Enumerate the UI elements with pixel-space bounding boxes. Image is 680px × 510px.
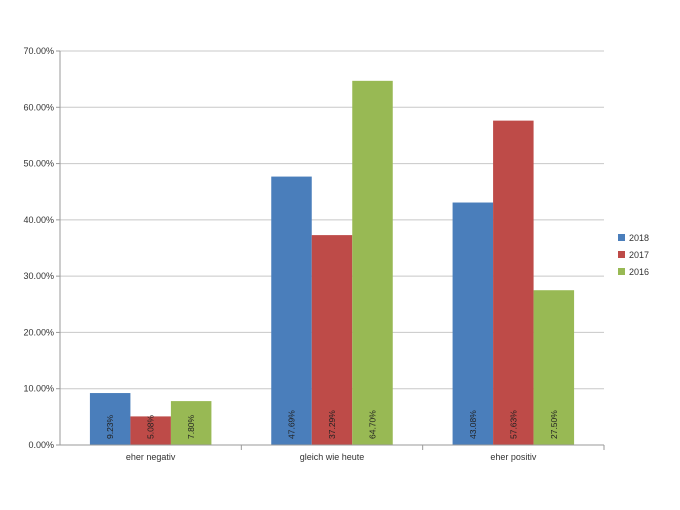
legend-swatch-2017: [618, 251, 625, 258]
bar-2016: [352, 80, 393, 446]
x-category-label: eher positiv: [490, 452, 537, 462]
y-tick-label: 0.00%: [28, 440, 54, 450]
x-axis-categories: eher negativ gleich wie heute eher positiv: [126, 452, 537, 462]
bar-2016: [170, 401, 212, 445]
data-label: 5.08%: [146, 414, 156, 439]
y-tick-label: 20.00%: [23, 327, 54, 337]
bar-2018: [452, 202, 494, 445]
legend-label-2017: 2017: [629, 250, 649, 260]
data-label: 43.08%: [468, 410, 478, 439]
bars: [89, 80, 575, 446]
data-label: 47.69%: [287, 410, 297, 439]
data-label: 57.63%: [508, 410, 518, 439]
data-label: 37.29%: [327, 410, 337, 439]
y-tick-label: 30.00%: [23, 271, 54, 281]
legend-label-2018: 2018: [629, 233, 649, 243]
x-category-label: eher negativ: [126, 452, 176, 462]
axes: [56, 50, 605, 450]
x-category-label: gleich wie heute: [300, 452, 365, 462]
bar-2017: [493, 120, 534, 445]
legend-label-2016: 2016: [629, 267, 649, 277]
data-label: 9.23%: [105, 414, 115, 439]
bar-2017: [130, 416, 171, 445]
bar-2018: [271, 176, 312, 445]
bar-2017: [311, 235, 353, 445]
y-tick-label: 70.00%: [23, 46, 54, 56]
y-tick-label: 60.00%: [23, 102, 54, 112]
bar-2016: [533, 290, 575, 445]
data-label: 64.70%: [368, 410, 378, 439]
bar-2018: [89, 393, 131, 445]
legend-swatch-2018: [618, 234, 625, 241]
data-label: 27.50%: [549, 410, 559, 439]
data-label: 7.80%: [186, 414, 196, 439]
y-tick-label: 50.00%: [23, 159, 54, 169]
legend-swatch-2016: [618, 268, 625, 275]
legend: 2018 2017 2016: [618, 233, 649, 277]
y-axis-ticks: 0.00% 10.00% 20.00% 30.00% 40.00% 50.00% 60.00…: [23, 46, 54, 450]
data-labels: 9.23% 5.08% 7.80% 47.69% 37.29% 64.70% 43.08% 5…: [105, 410, 559, 439]
y-tick-label: 10.00%: [23, 384, 54, 394]
y-tick-label: 40.00%: [23, 215, 54, 225]
